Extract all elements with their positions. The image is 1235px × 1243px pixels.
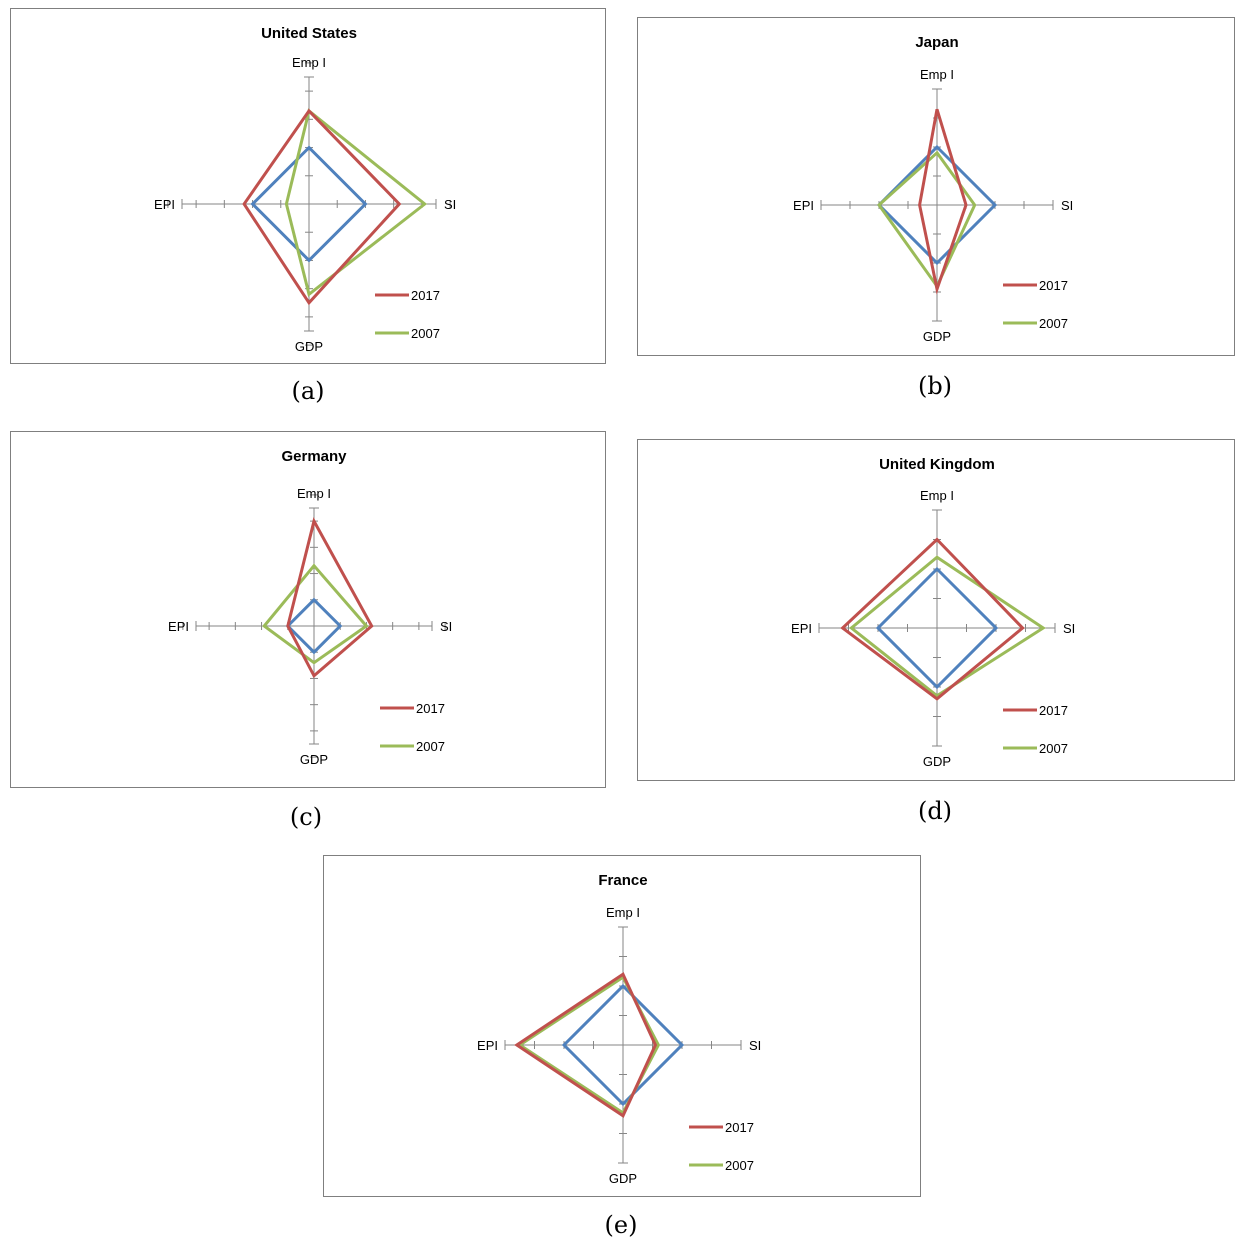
series-reference — [285, 597, 343, 655]
axis-label-emp-i: Emp I — [292, 55, 326, 70]
legend-label-2017: 2017 — [416, 701, 445, 716]
axis-label-epi: EPI — [168, 619, 189, 634]
legend-label-2017: 2017 — [1039, 278, 1068, 293]
series-2007 — [849, 555, 1046, 698]
axis-label-si: SI — [1061, 198, 1073, 213]
legend-label-2007: 2007 — [725, 1158, 754, 1173]
radar-chart-united-kingdom: United Kingdom Emp I SI GDP EPI 2017 2007 — [791, 456, 1075, 769]
axis-label-emp-i: Emp I — [606, 905, 640, 920]
chart-panel-united-kingdom: United Kingdom Emp I SI GDP EPI 2017 2007 — [637, 439, 1235, 781]
chart-title: Japan — [915, 34, 958, 51]
legend-label-2017: 2017 — [1039, 703, 1068, 718]
series-2017 — [918, 108, 968, 295]
radar-chart-japan: Japan Emp I SI GDP EPI 2017 2007 — [793, 34, 1073, 344]
chart-title: United Kingdom — [879, 456, 995, 473]
axis-label-si: SI — [1063, 621, 1075, 636]
axis-label-gdp: GDP — [923, 329, 951, 344]
radar-chart-united-states: United States Emp I SI GDP EPI 2017 2007 — [154, 25, 456, 354]
chart-panel-germany: Germany Emp I SI GDP EPI 2017 2007 — [10, 431, 606, 788]
series-reference — [561, 983, 685, 1107]
axis-label-si: SI — [749, 1038, 761, 1053]
axis-label-epi: EPI — [477, 1038, 498, 1053]
chart-panel-france: France Emp I SI GDP EPI 2017 2007 — [323, 855, 921, 1197]
chart-panel-united-states: United States Emp I SI GDP EPI 2017 2007 — [10, 8, 606, 364]
legend-label-2017: 2017 — [725, 1120, 754, 1135]
series-reference — [250, 145, 368, 263]
series-reference — [875, 566, 999, 690]
axis-label-gdp: GDP — [923, 754, 951, 769]
axis-label-epi: EPI — [154, 197, 175, 212]
legend-label-2007: 2007 — [1039, 316, 1068, 331]
chart-panel-japan: Japan Emp I SI GDP EPI 2017 2007 — [637, 17, 1235, 356]
axis-label-emp-i: Emp I — [920, 488, 954, 503]
caption-d: (d) — [917, 797, 953, 825]
series-2007 — [284, 108, 428, 297]
legend-label-2007: 2007 — [416, 739, 445, 754]
caption-e: (e) — [604, 1211, 638, 1239]
caption-c: (c) — [289, 803, 323, 831]
axis-label-si: SI — [444, 197, 456, 212]
axis-label-emp-i: Emp I — [297, 486, 331, 501]
caption-a: (a) — [291, 377, 325, 405]
series-2007 — [262, 563, 369, 665]
axis-label-si: SI — [440, 619, 452, 634]
series-2017 — [514, 971, 658, 1119]
series-2017 — [286, 517, 374, 679]
series-2017 — [242, 108, 402, 306]
chart-title: United States — [261, 25, 357, 42]
axis-label-gdp: GDP — [295, 339, 323, 354]
axis-label-emp-i: Emp I — [920, 67, 954, 82]
chart-title: France — [598, 872, 647, 889]
radar-chart-germany: Germany Emp I SI GDP EPI 2017 2007 — [168, 448, 452, 767]
axis-label-gdp: GDP — [609, 1171, 637, 1186]
axis-label-gdp: GDP — [300, 752, 328, 767]
legend-label-2017: 2017 — [411, 288, 440, 303]
legend-label-2007: 2007 — [1039, 741, 1068, 756]
axis-label-epi: EPI — [793, 198, 814, 213]
chart-title: Germany — [281, 448, 347, 465]
radar-chart-france: France Emp I SI GDP EPI 2017 2007 — [477, 872, 761, 1186]
caption-b: (b) — [917, 372, 953, 400]
axis-label-epi: EPI — [791, 621, 812, 636]
series-2017 — [840, 537, 1025, 701]
legend-label-2007: 2007 — [411, 326, 440, 341]
